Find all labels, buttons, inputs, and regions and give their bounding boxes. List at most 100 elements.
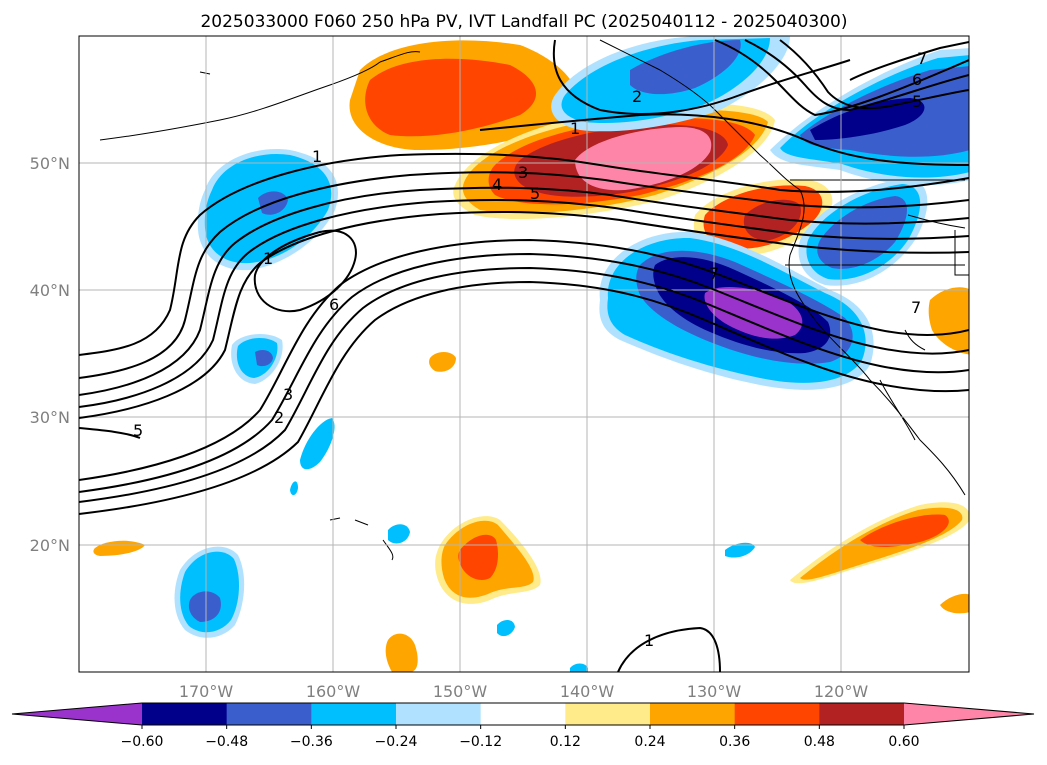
contour-line <box>714 39 969 117</box>
anomaly-region <box>388 524 410 544</box>
contour-line <box>744 39 969 112</box>
colorbar-bin <box>226 703 312 725</box>
map-title: 2025033000 F060 250 hPa PV, IVT Landfall… <box>200 12 847 32</box>
colorbar-bin <box>734 703 820 725</box>
anomaly-region <box>255 350 273 367</box>
coastline <box>379 51 421 63</box>
anomaly-region <box>743 199 801 241</box>
anomaly-region <box>365 58 537 137</box>
lon-tick-label: 160°W <box>306 682 361 701</box>
coastline <box>382 539 394 561</box>
lat-tick-labels: 50°N 40°N 30°N 20°N <box>30 154 70 555</box>
anomaly-region <box>188 591 221 622</box>
colorbar-tick-label: 0.12 <box>550 734 581 750</box>
contour-line <box>79 186 969 396</box>
lon-tick-label: 130°W <box>687 682 742 701</box>
contour-line <box>79 152 969 356</box>
coastline <box>354 519 369 526</box>
anomaly-region <box>810 98 925 140</box>
contour-line <box>79 266 969 503</box>
contour-label: 6 <box>912 70 922 89</box>
contour-label: 3 <box>518 163 528 182</box>
contour-label: 6 <box>329 295 339 314</box>
anomaly-region <box>458 534 498 580</box>
contour-line <box>79 252 969 493</box>
anomaly-region <box>290 481 298 496</box>
anomaly-region <box>630 40 741 95</box>
contour-line <box>617 626 721 672</box>
anomaly-region <box>725 542 755 558</box>
colorbar-tick-label: 0.48 <box>804 734 835 750</box>
lat-tick-label: 20°N <box>30 536 70 555</box>
anomaly-region <box>385 633 418 672</box>
contour-label: 1 <box>644 631 654 650</box>
contour-line <box>79 211 969 419</box>
contour-labels: 7 6 5 2 1 1 3 4 5 1 7 6 3 2 5 7 1 <box>133 49 927 650</box>
colorbar-tick-label: −0.12 <box>459 734 502 750</box>
contour-label: 7 <box>917 49 927 68</box>
contour-label: 5 <box>912 92 922 111</box>
contour-line <box>779 39 969 110</box>
lat-tick-label: 30°N <box>30 408 70 427</box>
colorbar-tick-label: −0.48 <box>205 734 248 750</box>
contour-label: 7 <box>911 298 921 317</box>
colorbar-tick-label: 0.60 <box>888 734 919 750</box>
contour-line <box>552 39 851 115</box>
coastline <box>199 71 211 75</box>
contour-line <box>79 238 969 481</box>
lat-tick-label: 40°N <box>30 281 70 300</box>
anomaly-region <box>817 196 908 269</box>
contour-label: 1 <box>263 249 273 268</box>
anomaly-region <box>940 593 969 614</box>
colorbar-bin <box>650 703 736 725</box>
contour-line <box>849 41 969 81</box>
contour-line <box>79 427 141 439</box>
contour-label: 1 <box>312 147 322 166</box>
contour-label: 7 <box>709 264 719 283</box>
colorbar-bin <box>142 703 228 725</box>
colorbar-bin <box>311 703 397 725</box>
contour-line <box>479 113 969 166</box>
lon-tick-label: 120°W <box>814 682 869 701</box>
gridlines <box>79 36 969 672</box>
contour-label: 5 <box>530 184 540 203</box>
colorbar-bin <box>565 703 651 725</box>
coastline <box>99 61 381 141</box>
contour-label: 2 <box>632 87 642 106</box>
colorbar: −0.60 −0.48 −0.36 −0.24 −0.12 0.12 0.24 0.36 0.4… <box>11 702 1035 750</box>
lat-tick-label: 50°N <box>30 154 70 173</box>
contour-label: 1 <box>570 119 580 138</box>
map-panel: 7 6 5 2 1 1 3 4 5 1 7 6 3 2 5 7 1 <box>78 35 970 673</box>
anomaly-region <box>300 418 335 470</box>
contour-line <box>253 229 357 313</box>
coastline <box>904 329 926 351</box>
contour-line <box>79 171 969 379</box>
lon-tick-labels: 170°W 160°W 150°W 140°W 130°W 120°W <box>179 682 869 701</box>
contour-label: 3 <box>283 385 293 404</box>
anomaly-region <box>704 286 803 339</box>
colorbar-bin <box>819 703 905 725</box>
colorbar-extend-low <box>12 703 142 725</box>
colorbar-tick-label: 0.36 <box>719 734 750 750</box>
anomaly-region <box>570 663 588 672</box>
anomaly-region <box>575 127 712 191</box>
contour-label: 4 <box>492 175 502 194</box>
anomaly-region <box>928 287 969 355</box>
coastlines <box>99 39 969 561</box>
colorbar-bin <box>480 703 566 725</box>
contour-label: 5 <box>133 421 143 440</box>
colorbar-tick-label: −0.36 <box>290 734 333 750</box>
contour-label: 2 <box>274 408 284 427</box>
lon-tick-label: 170°W <box>179 682 234 701</box>
lon-tick-label: 140°W <box>560 682 615 701</box>
ivt-contours <box>79 39 969 672</box>
colorbar-extend-high <box>904 703 1034 725</box>
map-frame <box>78 35 970 673</box>
colorbar-tick-label: −0.24 <box>375 734 418 750</box>
colorbar-tick-label: 0.24 <box>634 734 665 750</box>
pv-anomaly-fill <box>93 36 969 672</box>
coastline <box>954 230 969 276</box>
colorbar-tick-label: −0.60 <box>121 734 164 750</box>
anomaly-region <box>429 352 456 372</box>
